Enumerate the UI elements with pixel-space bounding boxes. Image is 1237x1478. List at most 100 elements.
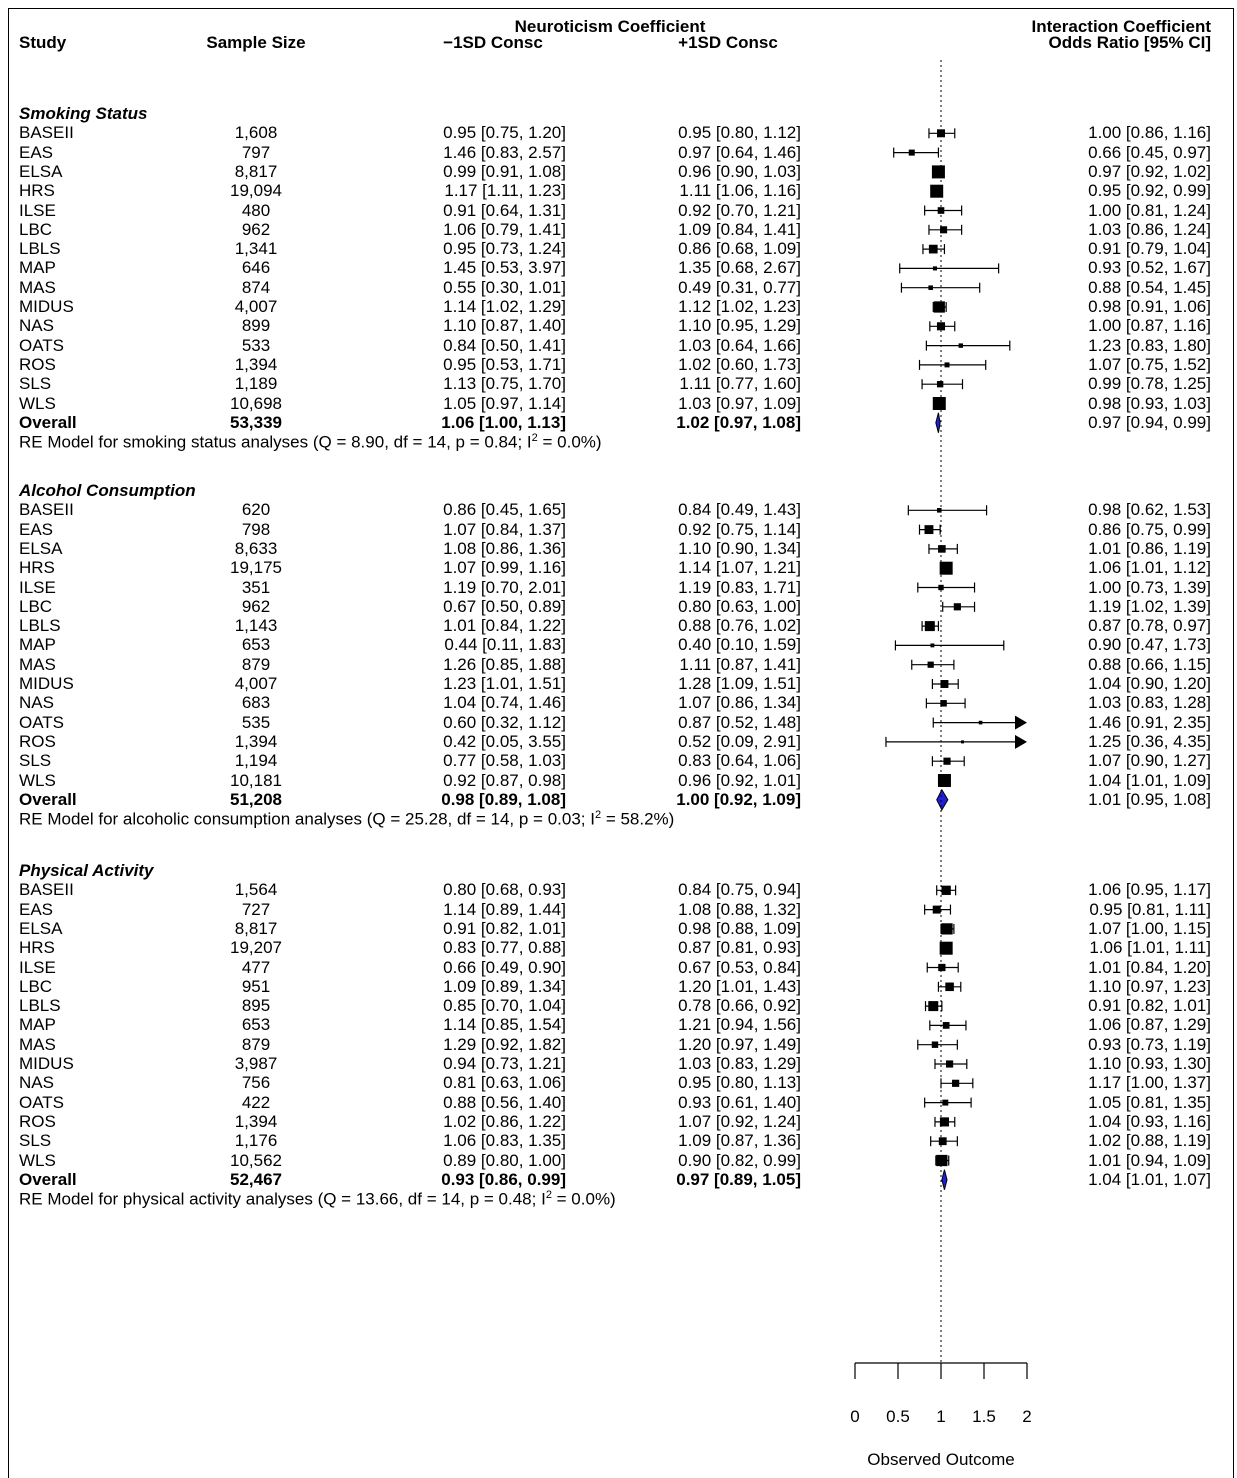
study-label: ROS: [19, 731, 56, 751]
sample-size: 653: [241, 1015, 271, 1035]
study-label: ILSE: [19, 200, 56, 220]
coef-plus-1sd: 1.07 [0.92, 1.24]: [678, 1111, 801, 1131]
coef-plus-1sd: 0.97 [0.89, 1.05]: [676, 1169, 801, 1189]
sample-size: 8,817: [234, 918, 278, 938]
sample-size: 1,341: [234, 239, 278, 259]
model-summary-text: RE Model for smoking status analyses (Q …: [19, 432, 532, 452]
odds-ratio-ci: 1.00 [0.87, 1.16]: [1088, 316, 1211, 336]
study-label: MIDUS: [19, 674, 74, 693]
coef-plus-1sd: 0.67 [0.53, 0.84]: [678, 957, 801, 977]
study-label: OATS: [19, 335, 65, 355]
coef-plus-1sd: 0.95 [0.80, 1.12]: [678, 123, 801, 143]
odds-ratio-ci: 1.06 [1.01, 1.11]: [1089, 938, 1211, 958]
header-interaction: Interaction Coefficient: [1031, 17, 1211, 36]
odds-ratio-ci: 1.03 [0.86, 1.24]: [1088, 219, 1211, 239]
sample-size: 53,339: [230, 412, 282, 432]
coef-minus-1sd: 0.88 [0.56, 1.40]: [443, 1092, 566, 1112]
study-label: LBC: [19, 976, 53, 996]
study-label: MIDUS: [19, 1054, 74, 1073]
study-label: OATS: [19, 712, 65, 732]
coef-plus-1sd: 1.19 [0.83, 1.71]: [678, 577, 801, 597]
coef-plus-1sd: 1.35 [0.68, 2.67]: [678, 258, 801, 278]
odds-ratio-ci: 0.98 [0.93, 1.03]: [1088, 393, 1211, 413]
coef-plus-1sd: 0.95 [0.80, 1.13]: [678, 1073, 801, 1093]
sample-size: 756: [241, 1073, 271, 1093]
odds-ratio-ci: 1.23 [0.83, 1.80]: [1088, 335, 1211, 355]
model-summary-sup: 2: [545, 1189, 552, 1202]
coef-plus-1sd: 0.52 [0.09, 2.91]: [678, 731, 801, 751]
coef-minus-1sd: 0.85 [0.70, 1.04]: [443, 996, 566, 1016]
coef-minus-1sd: 0.77 [0.58, 1.03]: [443, 751, 566, 771]
coef-minus-1sd: 0.80 [0.68, 0.93]: [443, 880, 566, 900]
odds-ratio-ci: 1.00 [0.86, 1.16]: [1088, 123, 1211, 143]
study-label: EAS: [19, 899, 54, 919]
study-label: LBC: [19, 219, 53, 239]
sample-size: 962: [241, 596, 271, 616]
coef-plus-1sd: 0.90 [0.82, 0.99]: [678, 1150, 801, 1170]
odds-ratio-ci: 1.00 [0.81, 1.24]: [1088, 200, 1211, 220]
study-label: LBLS: [19, 616, 61, 636]
coef-plus-1sd: 0.98 [0.88, 1.09]: [678, 918, 801, 938]
sample-size: 10,562: [230, 1150, 282, 1170]
sample-size: 895: [241, 996, 271, 1016]
coef-minus-1sd: 1.29 [0.92, 1.82]: [443, 1034, 566, 1054]
coef-plus-1sd: 0.84 [0.75, 0.94]: [678, 880, 801, 900]
sample-size: 535: [241, 712, 271, 732]
sample-size: 874: [241, 277, 271, 297]
sample-size: 1,189: [234, 374, 278, 394]
study-label: MAP: [19, 258, 56, 278]
coef-minus-1sd: 0.95 [0.53, 1.71]: [443, 354, 566, 374]
coef-plus-1sd: 1.20 [1.01, 1.43]: [678, 976, 801, 996]
coef-minus-1sd: 0.44 [0.11, 1.83]: [444, 635, 566, 655]
odds-ratio-ci: 0.90 [0.47, 1.73]: [1088, 635, 1211, 655]
sample-size: 1,608: [234, 123, 278, 143]
odds-ratio-ci: 0.97 [0.92, 1.02]: [1088, 161, 1211, 181]
odds-ratio-ci: 1.05 [0.81, 1.35]: [1088, 1092, 1211, 1112]
coef-plus-1sd: 0.40 [0.10, 1.59]: [678, 635, 801, 655]
coef-minus-1sd: 0.94 [0.73, 1.21]: [443, 1054, 566, 1073]
odds-ratio-ci: 0.88 [0.66, 1.15]: [1088, 654, 1211, 674]
study-label: ROS: [19, 354, 56, 374]
odds-ratio-ci: 1.07 [0.75, 1.52]: [1088, 354, 1211, 374]
header-odds-ratio: Odds Ratio [95% CI]: [1048, 33, 1211, 52]
study-label: HRS: [19, 938, 55, 958]
odds-ratio-ci: 0.87 [0.78, 0.97]: [1088, 616, 1211, 636]
study-label: ILSE: [19, 577, 56, 597]
coef-minus-1sd: 1.46 [0.83, 2.57]: [443, 142, 566, 162]
study-label: MIDUS: [19, 297, 74, 316]
coef-minus-1sd: 1.08 [0.86, 1.36]: [443, 538, 566, 558]
coef-minus-1sd: 1.14 [0.85, 1.54]: [443, 1015, 566, 1035]
coef-minus-1sd: 0.86 [0.45, 1.65]: [443, 500, 566, 520]
sample-size: 683: [241, 693, 271, 713]
sample-size: 351: [241, 577, 271, 597]
study-label: HRS: [19, 558, 55, 578]
coef-plus-1sd: 0.92 [0.75, 1.14]: [678, 519, 801, 539]
study-label: OATS: [19, 1092, 65, 1112]
coef-minus-1sd: 0.92 [0.87, 0.98]: [443, 770, 566, 790]
study-label: ILSE: [19, 957, 56, 977]
study-label: WLS: [19, 1150, 56, 1170]
odds-ratio-ci: 1.04 [1.01, 1.07]: [1088, 1169, 1211, 1189]
odds-ratio-ci: 0.98 [0.62, 1.53]: [1088, 500, 1211, 520]
study-label: MAS: [19, 1034, 56, 1054]
odds-ratio-ci: 1.02 [0.88, 1.19]: [1088, 1131, 1211, 1151]
sample-size: 477: [241, 957, 271, 977]
odds-ratio-ci: 1.17 [1.00, 1.37]: [1088, 1073, 1211, 1093]
sample-size: 1,176: [234, 1131, 278, 1151]
x-tick-label: 0.5: [886, 1407, 910, 1426]
coef-minus-1sd: 1.13 [0.75, 1.70]: [443, 374, 566, 394]
coef-minus-1sd: 1.04 [0.74, 1.46]: [443, 693, 566, 713]
coef-minus-1sd: 1.17 [1.11, 1.23]: [444, 181, 566, 201]
x-tick-label: 1.5: [972, 1407, 996, 1426]
coef-minus-1sd: 1.06 [0.79, 1.41]: [443, 219, 566, 239]
coef-plus-1sd: 1.10 [0.90, 1.34]: [678, 538, 801, 558]
sample-size: 52,467: [230, 1169, 282, 1189]
coef-minus-1sd: 0.60 [0.32, 1.12]: [443, 712, 566, 732]
coef-minus-1sd: 1.01 [0.84, 1.22]: [443, 616, 566, 636]
coef-plus-1sd: 1.03 [0.83, 1.29]: [678, 1054, 801, 1073]
model-summary: RE Model for smoking status analyses (Q …: [19, 433, 602, 451]
sample-size: 533: [241, 335, 271, 355]
coef-minus-1sd: 1.07 [0.99, 1.16]: [443, 558, 566, 578]
coef-plus-1sd: 1.02 [0.97, 1.08]: [676, 412, 801, 432]
odds-ratio-ci: 1.06 [0.95, 1.17]: [1088, 880, 1211, 900]
